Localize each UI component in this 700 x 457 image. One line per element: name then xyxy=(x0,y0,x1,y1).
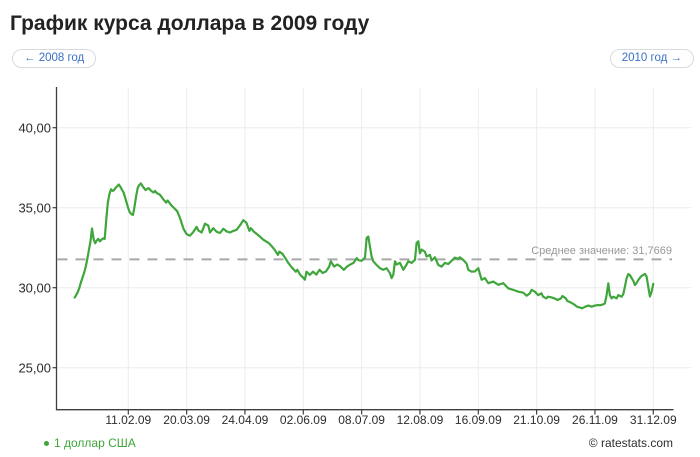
next-year-button[interactable]: 2010 год → xyxy=(609,49,694,68)
usd-rate-chart: Среднее значение: 31,7669 25,00 30,00 35,00… xyxy=(18,87,691,427)
y-axis-label: 35,00 xyxy=(18,200,51,215)
x-axis-label: 02.06.09 xyxy=(280,413,327,427)
x-axis-label: 31.12.09 xyxy=(630,413,677,427)
legend-dot-icon xyxy=(44,440,49,446)
x-axis-label: 24.04.09 xyxy=(222,413,269,427)
x-axis-label: 16.09.09 xyxy=(455,413,502,427)
year-navigation: ← 2008 год 2010 год → xyxy=(0,37,700,68)
x-axis-label: 11.02.09 xyxy=(105,413,151,427)
average-label: Среднее значение: 31,7669 xyxy=(531,245,672,257)
axes xyxy=(55,87,674,411)
page-title: График курса доллара в 2009 году xyxy=(10,12,370,35)
copyright: © ratestats.com xyxy=(588,436,673,450)
page-header: График курса доллара в 2009 году ← 2008 … xyxy=(0,0,700,80)
chart-footer: 1 доллар США © ratestats.com xyxy=(0,432,700,457)
y-axis-label: 25,00 xyxy=(18,360,51,375)
chart-legend: 1 доллар США xyxy=(44,436,136,450)
x-axis-label: 26.11.09 xyxy=(572,413,618,427)
x-axis-label: 12.08.09 xyxy=(397,413,444,427)
x-axis-label: 20.03.09 xyxy=(163,413,210,427)
prev-year-button[interactable]: ← 2008 год xyxy=(12,49,97,68)
x-axis-label: 21.10.09 xyxy=(513,413,560,427)
usd-rate-line xyxy=(73,182,655,310)
legend-label: 1 доллар США xyxy=(54,436,136,450)
x-axis-label: 08.07.09 xyxy=(338,413,385,427)
y-axis-label: 40,00 xyxy=(18,120,51,135)
y-axis-label: 30,00 xyxy=(18,280,51,295)
